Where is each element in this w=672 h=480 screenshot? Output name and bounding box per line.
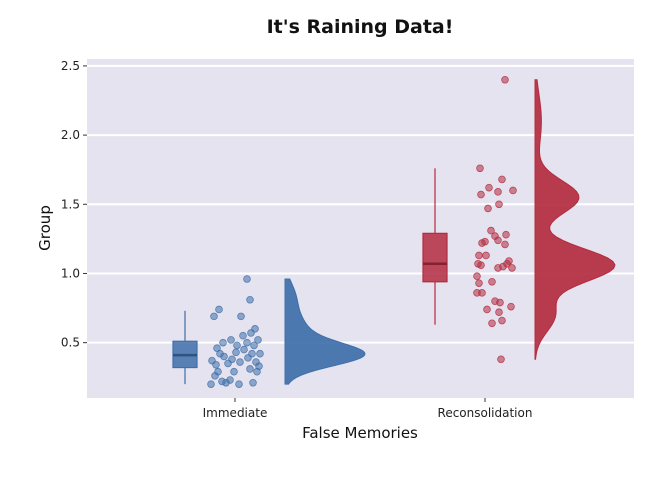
x-tick-label: Reconsolidation bbox=[438, 406, 533, 420]
data-point bbox=[497, 355, 505, 364]
chart-marks bbox=[172, 75, 616, 388]
data-point bbox=[215, 305, 223, 314]
data-point bbox=[476, 164, 484, 173]
data-point bbox=[483, 305, 491, 314]
density-cloud bbox=[534, 79, 616, 360]
y-axis-title: Group bbox=[36, 205, 54, 251]
data-point bbox=[255, 362, 263, 370]
data-point bbox=[246, 295, 254, 304]
data-point bbox=[496, 298, 504, 307]
x-tick-label: Immediate bbox=[203, 406, 268, 420]
data-point bbox=[473, 272, 481, 281]
data-point bbox=[207, 380, 215, 388]
data-point bbox=[236, 358, 244, 366]
data-point bbox=[256, 349, 264, 358]
data-point bbox=[243, 275, 251, 283]
x-axis-title: False Memories bbox=[302, 424, 418, 442]
y-tick-label: 1.0 bbox=[61, 266, 80, 280]
data-point bbox=[488, 319, 496, 328]
chart-title: It's Raining Data! bbox=[267, 16, 454, 38]
data-point bbox=[246, 365, 254, 373]
y-tick-label: 2.0 bbox=[61, 128, 80, 142]
density-cloud bbox=[284, 278, 366, 385]
data-point bbox=[478, 239, 486, 247]
data-point bbox=[237, 312, 245, 321]
data-point bbox=[498, 175, 506, 184]
data-point bbox=[495, 200, 503, 209]
y-axis: 0.5 1.0 1.5 2.0 2.5 bbox=[61, 59, 87, 350]
data-point bbox=[475, 279, 483, 287]
data-point bbox=[477, 261, 485, 269]
data-point bbox=[509, 186, 517, 195]
data-point bbox=[240, 345, 248, 354]
series-immediate bbox=[172, 275, 366, 388]
data-point bbox=[499, 262, 507, 271]
x-axis: Immediate Reconsolidation bbox=[203, 398, 533, 420]
data-point bbox=[482, 251, 490, 260]
data-point bbox=[507, 302, 515, 311]
data-point bbox=[214, 367, 222, 376]
data-point bbox=[249, 378, 257, 387]
data-point bbox=[219, 338, 227, 347]
box-iqr bbox=[422, 232, 448, 283]
data-point bbox=[227, 336, 235, 344]
data-point bbox=[212, 360, 220, 369]
plot-panel bbox=[87, 59, 634, 398]
data-point bbox=[233, 341, 241, 350]
data-point bbox=[485, 183, 493, 192]
data-point bbox=[228, 355, 236, 364]
data-point bbox=[248, 349, 256, 358]
data-point bbox=[254, 336, 262, 344]
data-point bbox=[230, 367, 238, 376]
data-point bbox=[501, 75, 509, 84]
data-point bbox=[210, 312, 218, 321]
data-point bbox=[251, 325, 259, 333]
data-point bbox=[226, 376, 234, 384]
data-point bbox=[508, 264, 516, 272]
data-point bbox=[243, 338, 251, 347]
data-point bbox=[502, 230, 510, 239]
data-point bbox=[488, 277, 496, 286]
data-point bbox=[232, 348, 240, 357]
y-tick-label: 0.5 bbox=[61, 336, 80, 350]
data-point bbox=[484, 204, 492, 213]
data-point bbox=[494, 236, 502, 245]
y-tick-label: 1.5 bbox=[61, 197, 80, 211]
data-point bbox=[494, 188, 502, 196]
data-point bbox=[239, 331, 247, 340]
data-point bbox=[250, 341, 258, 350]
data-point bbox=[213, 344, 221, 352]
data-point bbox=[487, 226, 495, 235]
data-point bbox=[220, 352, 228, 361]
data-point bbox=[475, 251, 483, 260]
data-point bbox=[498, 316, 506, 325]
data-point bbox=[477, 190, 485, 199]
series-reconsolidation bbox=[422, 75, 616, 364]
data-point bbox=[495, 308, 503, 317]
data-point bbox=[235, 380, 243, 388]
data-point bbox=[473, 289, 481, 297]
data-point bbox=[505, 257, 513, 265]
y-tick-label: 2.5 bbox=[61, 59, 80, 73]
data-point bbox=[501, 240, 509, 249]
